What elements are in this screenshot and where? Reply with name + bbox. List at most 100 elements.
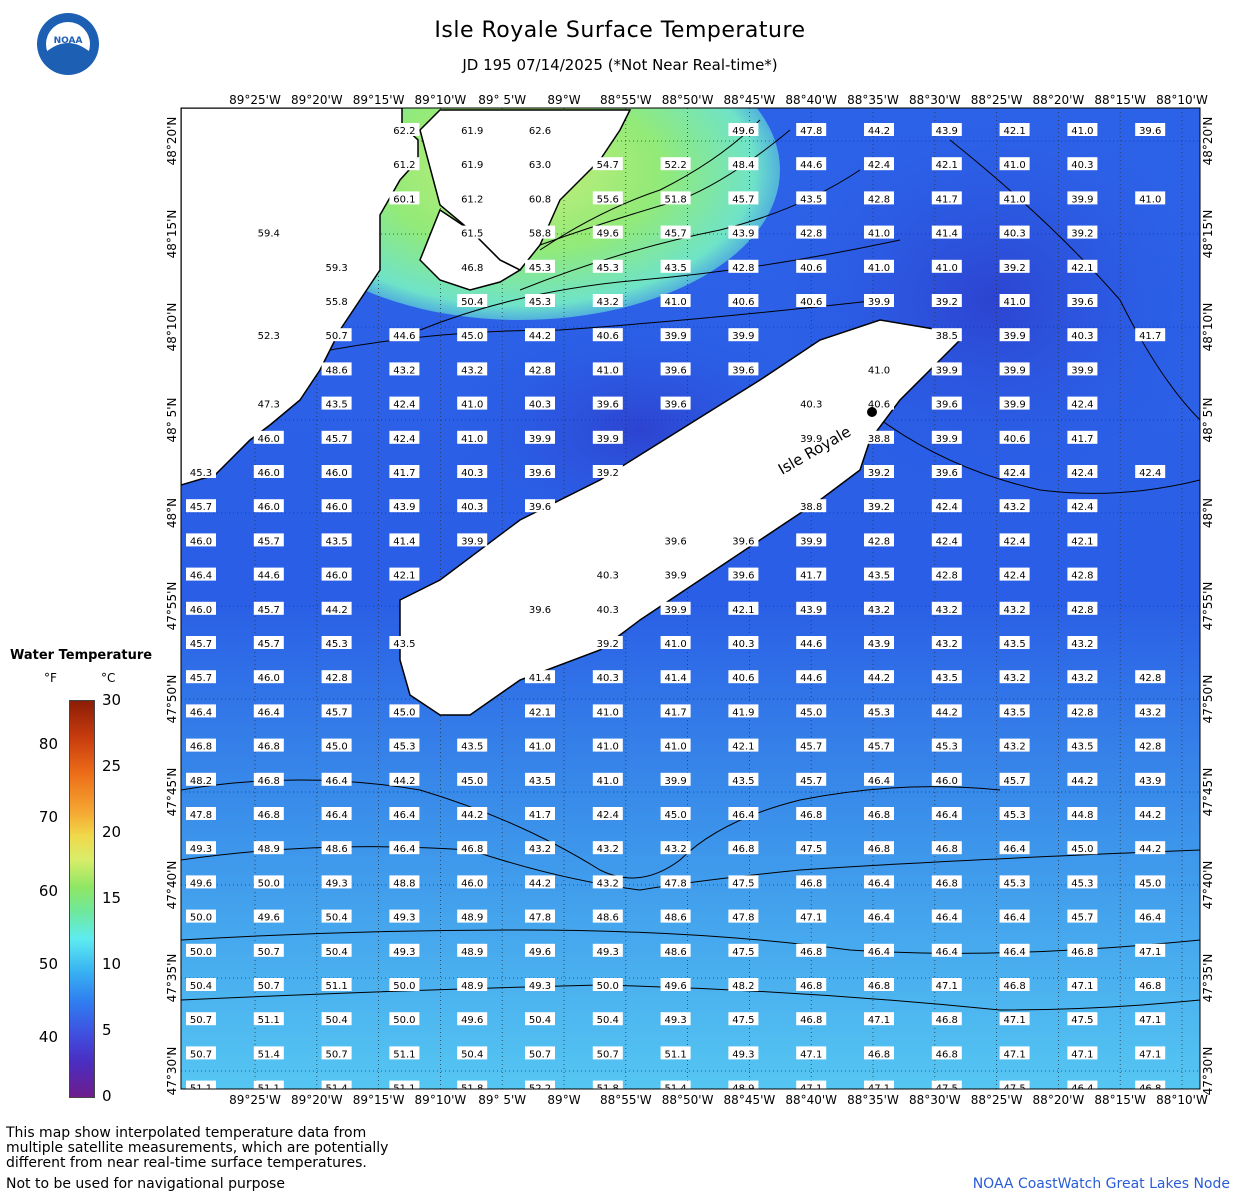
temperature-value: 50.7	[253, 978, 284, 992]
svg-text:52.2: 52.2	[529, 1084, 551, 1095]
svg-text:42.4: 42.4	[1139, 468, 1161, 479]
svg-text:51.1: 51.1	[325, 981, 347, 992]
temperature-value: 46.8	[931, 1012, 962, 1026]
temperature-value: 42.8	[321, 670, 352, 684]
temperature-value: 47.5	[796, 841, 827, 855]
svg-text:47.5: 47.5	[732, 1015, 754, 1026]
svg-text:46.4: 46.4	[1139, 913, 1161, 924]
svg-text:50.4: 50.4	[529, 1015, 551, 1026]
svg-text:40.3: 40.3	[597, 571, 619, 582]
temperature-value: 51.1	[389, 1046, 420, 1060]
temperature-value: 42.8	[1067, 567, 1098, 582]
temperature-value: 46.8	[186, 738, 216, 753]
temperature-value: 47.1	[796, 909, 827, 924]
lon-label-top: 88°30'W	[909, 93, 961, 107]
lat-label-right: 48° 5'N	[1201, 398, 1215, 443]
svg-text:41.0: 41.0	[664, 297, 686, 308]
temperature-value: 41.0	[999, 191, 1030, 205]
svg-text:45.3: 45.3	[393, 742, 415, 753]
svg-text:41.0: 41.0	[1071, 126, 1093, 137]
temperature-value: 52.2	[525, 1080, 555, 1095]
temperature-value: 39.9	[999, 396, 1030, 411]
temperature-value: 50.7	[525, 1046, 555, 1060]
svg-text:43.2: 43.2	[461, 365, 483, 376]
temperature-value: 46.4	[389, 841, 420, 855]
svg-text:45.7: 45.7	[1071, 913, 1093, 924]
temperature-value: 59.4	[253, 225, 284, 240]
svg-text:42.1: 42.1	[732, 605, 754, 616]
lat-label-right: 47°45'N	[1201, 768, 1215, 817]
svg-text:45.3: 45.3	[1003, 878, 1025, 889]
temperature-value: 39.6	[931, 465, 962, 479]
temperature-value: 50.4	[321, 1012, 352, 1026]
temperature-value: 43.2	[931, 601, 962, 616]
temperature-value: 43.9	[931, 123, 962, 137]
temperature-value: 44.2	[525, 328, 555, 342]
page-subtitle: JD 195 07/14/2025 (*Not Near Real-time*)	[462, 56, 778, 74]
temperature-value: 42.8	[864, 533, 894, 547]
svg-text:45.3: 45.3	[868, 707, 890, 718]
temperature-value: 46.4	[253, 704, 284, 718]
svg-text:40.6: 40.6	[597, 331, 619, 342]
svg-text:42.4: 42.4	[393, 434, 415, 445]
svg-text:46.4: 46.4	[190, 707, 212, 718]
temperature-value: 47.8	[660, 875, 691, 889]
temperature-value: 48.9	[728, 1080, 759, 1089]
temperature-value: 49.3	[321, 875, 352, 889]
temperature-value: 47.5	[728, 1012, 759, 1026]
svg-text:41.7: 41.7	[393, 468, 415, 479]
temperature-value: 48.6	[321, 841, 352, 855]
temperature-value: 41.0	[592, 738, 623, 753]
svg-text:45.0: 45.0	[1139, 878, 1161, 889]
svg-text:44.6: 44.6	[800, 639, 822, 650]
svg-text:43.5: 43.5	[732, 776, 754, 787]
temperature-value: 44.2	[1135, 841, 1166, 855]
lat-label-right: 47°55'N	[1201, 582, 1215, 631]
svg-text:50.4: 50.4	[325, 947, 347, 958]
temperature-value: 50.7	[321, 1046, 352, 1060]
temperature-value: 47.1	[796, 1080, 827, 1089]
temperature-value: 43.5	[931, 670, 962, 684]
svg-text:40.3: 40.3	[597, 605, 619, 616]
temperature-value: 45.7	[660, 225, 691, 240]
svg-text:43.5: 43.5	[529, 776, 551, 787]
temperature-value: 43.2	[457, 362, 488, 376]
temperature-value: 41.0	[457, 396, 488, 411]
temperature-value: 46.8	[796, 1012, 827, 1026]
temperature-value: 49.3	[389, 943, 420, 958]
temperature-value: 41.7	[796, 567, 827, 582]
credit-link[interactable]: NOAA CoastWatch Great Lakes Node	[972, 1176, 1230, 1192]
svg-text:39.6: 39.6	[664, 365, 686, 376]
svg-text:52.3: 52.3	[258, 331, 280, 342]
svg-text:48.4: 48.4	[732, 160, 754, 171]
temperature-value: 45.7	[999, 772, 1030, 787]
svg-text:49.3: 49.3	[190, 844, 212, 855]
svg-text:39.9: 39.9	[461, 536, 483, 547]
temperature-value: 63.0	[525, 157, 555, 171]
lon-label-top: 89°20'W	[291, 93, 343, 107]
svg-text:46.8: 46.8	[190, 742, 212, 753]
svg-text:46.8: 46.8	[732, 844, 754, 855]
svg-text:47.1: 47.1	[1139, 947, 1161, 958]
svg-text:51.8: 51.8	[664, 194, 686, 205]
svg-text:41.0: 41.0	[597, 776, 619, 787]
svg-text:46.4: 46.4	[325, 810, 347, 821]
svg-text:50.4: 50.4	[597, 1015, 619, 1026]
temperature-value: 46.8	[1135, 1080, 1166, 1089]
svg-text:41.7: 41.7	[529, 810, 551, 821]
svg-text:47.1: 47.1	[1071, 1049, 1093, 1060]
svg-text:61.2: 61.2	[393, 160, 415, 171]
svg-text:45.3: 45.3	[1003, 810, 1025, 821]
temperature-value: 50.4	[525, 1012, 555, 1026]
temperature-value: 41.0	[660, 294, 691, 308]
svg-text:46.8: 46.8	[258, 742, 280, 753]
temperature-value: 54.7	[592, 157, 623, 171]
svg-text:50.4: 50.4	[461, 1049, 483, 1060]
lat-label-right: 47°50'N	[1201, 675, 1215, 724]
temperature-value: 44.2	[1135, 807, 1166, 821]
temperature-value: 41.0	[525, 738, 555, 753]
temperature-value: 47.1	[1067, 1046, 1098, 1060]
svg-text:39.9: 39.9	[597, 434, 619, 445]
lon-label-top: 88°55'W	[600, 93, 652, 107]
svg-text:43.5: 43.5	[393, 639, 415, 650]
